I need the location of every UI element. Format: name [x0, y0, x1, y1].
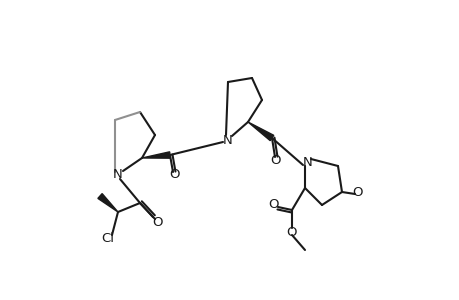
Polygon shape [142, 152, 170, 158]
Polygon shape [98, 194, 118, 212]
Polygon shape [247, 122, 273, 141]
Text: O: O [152, 215, 163, 229]
Text: O: O [268, 197, 279, 211]
Text: O: O [352, 185, 363, 199]
Text: N: N [223, 134, 232, 146]
Text: O: O [270, 154, 280, 166]
Text: N: N [302, 155, 312, 169]
Text: N: N [113, 169, 123, 182]
Text: O: O [286, 226, 297, 238]
Text: Cl: Cl [101, 232, 114, 244]
Text: O: O [169, 169, 180, 182]
